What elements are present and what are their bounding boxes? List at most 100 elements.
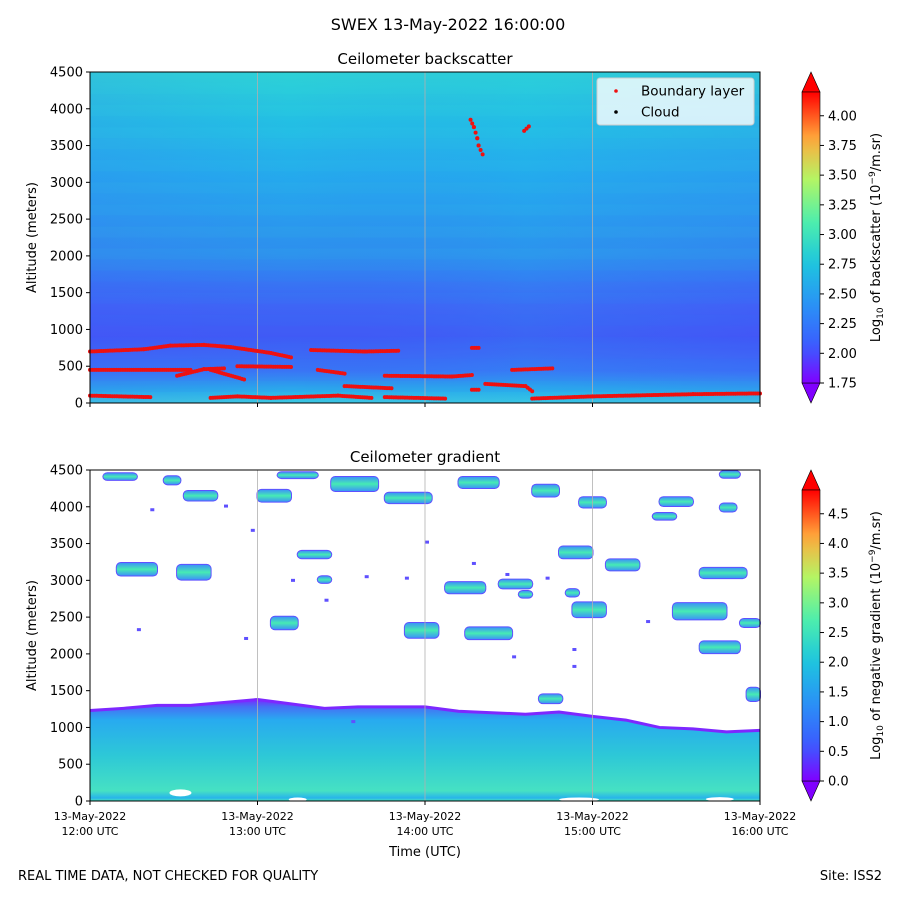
gradient-speck <box>572 664 577 668</box>
cloud-patch <box>699 641 740 654</box>
cloud-patch <box>565 589 580 597</box>
gradient-speck <box>572 648 577 652</box>
boundary-layer-point <box>470 121 475 126</box>
cloud-patch <box>532 484 559 497</box>
cloud-patch <box>746 687 760 701</box>
y-tick-label-1: 0 <box>75 397 83 412</box>
x-tick-time-0: 12:00 UTC <box>61 825 118 838</box>
cloud-patch <box>257 489 291 502</box>
colorbar-tick-label-1: 2.25 <box>828 317 857 332</box>
boundary-layer-point <box>396 348 401 353</box>
quality-disclaimer: REAL TIME DATA, NOT CHECKED FOR QUALITY <box>18 869 319 884</box>
y-tick-label-1: 1000 <box>50 323 83 338</box>
y-tick-label-1: 4500 <box>50 66 83 81</box>
x-tick-date-2: 13-May-2022 <box>389 810 461 823</box>
y-tick-label-1: 1500 <box>50 286 83 301</box>
gradient-speck <box>471 561 476 565</box>
gradient-speck <box>250 528 255 532</box>
cloud-patch <box>672 603 727 620</box>
boundary-layer-point <box>342 371 347 376</box>
colorbar-tick-label-2: 3.0 <box>828 596 849 611</box>
legend-marker-1 <box>614 110 618 114</box>
colorbar-tick-label-1: 3.75 <box>828 139 857 154</box>
x-tick-date-3: 13-May-2022 <box>556 810 628 823</box>
cloud-patch <box>116 563 157 576</box>
panel-title-2: Ceilometer gradient <box>350 448 500 466</box>
cloud-patch <box>297 550 332 559</box>
gradient-speck <box>150 508 155 512</box>
cloud-patch <box>458 476 499 489</box>
x-tick-time-1: 13:00 UTC <box>229 825 286 838</box>
gradient-speck <box>364 575 369 579</box>
gradient-speck <box>291 578 295 582</box>
colorbar-tick-label-2: 0.0 <box>828 775 849 790</box>
gradient-speck <box>324 598 329 602</box>
boundary-layer-point <box>471 125 476 130</box>
figure-title: SWEX 13-May-2022 16:00:00 <box>331 15 566 34</box>
colorbar-2 <box>801 489 821 782</box>
y-tick-label-2: 4000 <box>50 500 83 515</box>
axes-frame-1 <box>89 71 761 404</box>
cloud-patch <box>739 618 760 628</box>
x-tick-time-3: 15:00 UTC <box>564 825 621 838</box>
boundary-layer-point <box>389 386 394 391</box>
cloud-patch <box>572 602 606 618</box>
gradient-speck <box>404 576 409 580</box>
site-label: Site: ISS2 <box>819 869 882 884</box>
x-tick-time-4: 16:00 UTC <box>731 825 788 838</box>
colorbar-tick-label-1: 3.50 <box>828 169 857 184</box>
x-tick-date-4: 13-May-2022 <box>724 810 796 823</box>
cloud-patch <box>659 497 693 507</box>
y-tick-label-1: 4000 <box>50 102 83 117</box>
boundary-layer-point <box>369 395 374 400</box>
y-tick-label-2: 500 <box>58 758 83 773</box>
colorbar-tick-label-2: 2.0 <box>828 656 849 671</box>
colorbar-min-extend-2 <box>801 780 821 802</box>
cloud-patch <box>498 579 533 589</box>
boundary-layer-point <box>469 373 474 378</box>
y-tick-label-2: 3500 <box>50 537 83 552</box>
x-tick-time-2: 14:00 UTC <box>396 825 453 838</box>
colorbar-max-extend-1 <box>801 71 821 93</box>
gradient-ground-gap <box>169 789 192 797</box>
boundary-layer-point <box>289 355 293 360</box>
boundary-layer-point <box>473 130 478 135</box>
gradient-speck <box>545 576 550 580</box>
cloud-patch <box>331 476 379 491</box>
y-tick-label-2: 1500 <box>50 684 83 699</box>
y-tick-label-2: 4500 <box>50 464 83 479</box>
y-tick-label-2: 1000 <box>50 721 83 736</box>
cloud-patch <box>538 694 563 704</box>
cloud-patch <box>465 627 513 640</box>
cloud-patch <box>163 476 181 485</box>
legend: Boundary layer Cloud <box>596 77 755 126</box>
boundary-layer-point <box>478 147 483 152</box>
gradient-speck <box>136 628 141 632</box>
cloud-patch <box>317 576 332 583</box>
colorbar-label-1: Log10 of backscatter (10−9/m.sr) <box>868 133 886 342</box>
cloud-patch <box>103 473 137 480</box>
boundary-layer-point <box>468 117 473 122</box>
gradient-speck <box>646 620 651 624</box>
y-tick-label-1: 500 <box>58 360 83 375</box>
gradient-speck <box>351 720 356 724</box>
x-tick-date-0: 13-May-2022 <box>54 810 126 823</box>
y-axis-label-1: Altitude (meters) <box>25 182 40 293</box>
boundary-layer-point <box>530 389 535 394</box>
y-tick-label-1: 2500 <box>50 213 83 228</box>
y-axis-label-2: Altitude (meters) <box>25 580 40 691</box>
y-tick-label-1: 3500 <box>50 139 83 154</box>
gradient-speck <box>425 540 429 544</box>
boundary-layer-point <box>289 364 293 369</box>
legend-marker-0 <box>614 89 618 93</box>
boundary-layer-point <box>550 366 555 371</box>
gradient-speck <box>512 655 517 659</box>
colorbar-label-2: Log10 of negative gradient (10−9/m.sr) <box>868 511 886 760</box>
colorbar-tick-label-1: 3.25 <box>828 198 857 213</box>
panel-title-1: Ceilometer backscatter <box>337 50 513 68</box>
boundary-layer-point <box>242 377 247 382</box>
legend-label-1: Cloud <box>641 105 680 121</box>
cloud-patch <box>719 471 740 478</box>
cloud-patch <box>518 590 533 598</box>
